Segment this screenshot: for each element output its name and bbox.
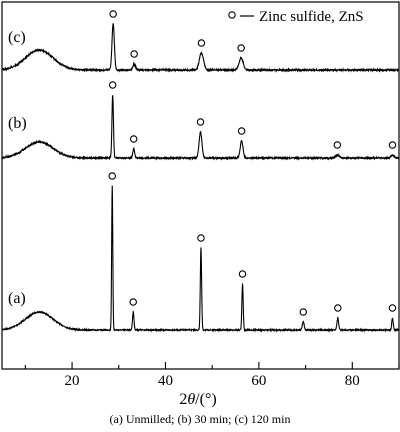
peak-marker-icon: [108, 81, 117, 89]
xrd-trace: [1, 23, 400, 73]
x-axis-title-unit: /(°): [195, 391, 217, 408]
peak-marker-icon: [197, 234, 205, 242]
legend-label: Zinc sulfide, ZnS: [259, 9, 364, 25]
peak-marker-icon: [388, 141, 397, 149]
peak-marker-icon: [130, 50, 138, 58]
xrd-trace: [1, 185, 400, 333]
x-tick-label: 60: [251, 373, 266, 389]
panel-label: (c): [8, 29, 26, 46]
plot-frame: [1, 1, 400, 370]
peak-marker-icon: [197, 39, 206, 47]
peak-marker-icon: [238, 270, 247, 278]
x-axis-title-prefix: 2: [179, 391, 187, 408]
panel-labels: (a) (b) (c): [8, 29, 27, 307]
legend: Zinc sulfide, ZnS: [228, 9, 364, 25]
peak-marker-icon: [109, 10, 117, 18]
x-tick-label: 80: [345, 373, 360, 389]
peak-marker-icon: [196, 118, 205, 126]
xrd-traces: [1, 23, 400, 333]
panel-label: (b): [8, 115, 27, 132]
x-tick-label: 20: [65, 373, 80, 389]
peak-marker-icon: [299, 308, 307, 316]
panel-label: (a): [8, 290, 26, 307]
peak-marker-icon: [129, 135, 138, 143]
peak-marker-icon: [388, 304, 397, 312]
peak-marker-icon: [129, 298, 137, 306]
x-tick-label: 40: [158, 373, 173, 389]
peak-marker-icon: [237, 44, 245, 52]
x-axis-title-theta: θ: [187, 391, 195, 408]
legend-marker-icon: [228, 11, 236, 19]
peak-marker-icon: [334, 304, 342, 312]
peak-markers: [108, 10, 397, 316]
peak-marker-icon: [333, 141, 342, 149]
xrd-trace: [1, 95, 400, 161]
figure-caption: (a) Unmilled; (b) 30 min; (c) 120 min: [109, 412, 291, 426]
peak-marker-icon: [237, 127, 246, 135]
peak-marker-icon: [108, 172, 116, 180]
x-axis: 20 40 60 80: [24, 362, 400, 389]
x-axis-title: 2θ/(°): [179, 391, 216, 408]
